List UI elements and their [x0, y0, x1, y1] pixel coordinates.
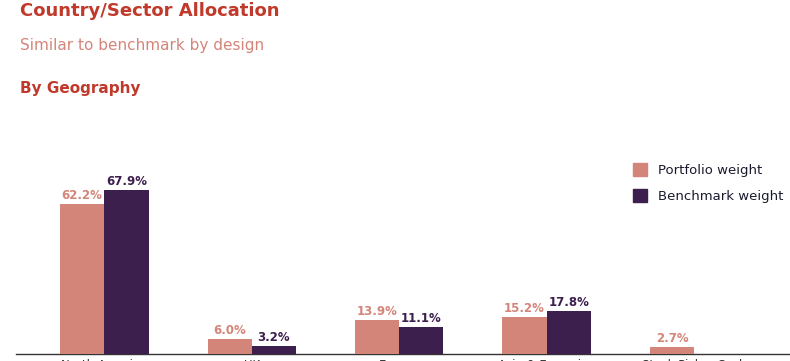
Bar	[399, 327, 443, 354]
Text: 3.2%: 3.2%	[258, 331, 290, 344]
Text: 67.9%: 67.9%	[106, 175, 147, 188]
Text: 6.0%: 6.0%	[213, 325, 246, 338]
Bar	[104, 190, 149, 354]
Text: 13.9%: 13.9%	[356, 305, 397, 318]
Text: 11.1%: 11.1%	[401, 312, 442, 325]
Text: By Geography: By Geography	[20, 81, 141, 96]
Bar	[60, 204, 104, 354]
Text: Country/Sector Allocation: Country/Sector Allocation	[20, 2, 279, 20]
Text: 2.7%: 2.7%	[656, 332, 688, 345]
Bar	[502, 317, 547, 354]
Text: 15.2%: 15.2%	[504, 302, 545, 315]
Bar	[208, 339, 252, 354]
Legend: Portfolio weight, Benchmark weight: Portfolio weight, Benchmark weight	[633, 163, 784, 203]
Text: 17.8%: 17.8%	[548, 296, 589, 309]
Bar	[252, 346, 296, 354]
Bar	[650, 347, 694, 354]
Text: Similar to benchmark by design: Similar to benchmark by design	[20, 38, 264, 53]
Text: 62.2%: 62.2%	[62, 189, 103, 202]
Bar	[355, 320, 399, 354]
Bar	[547, 311, 591, 354]
